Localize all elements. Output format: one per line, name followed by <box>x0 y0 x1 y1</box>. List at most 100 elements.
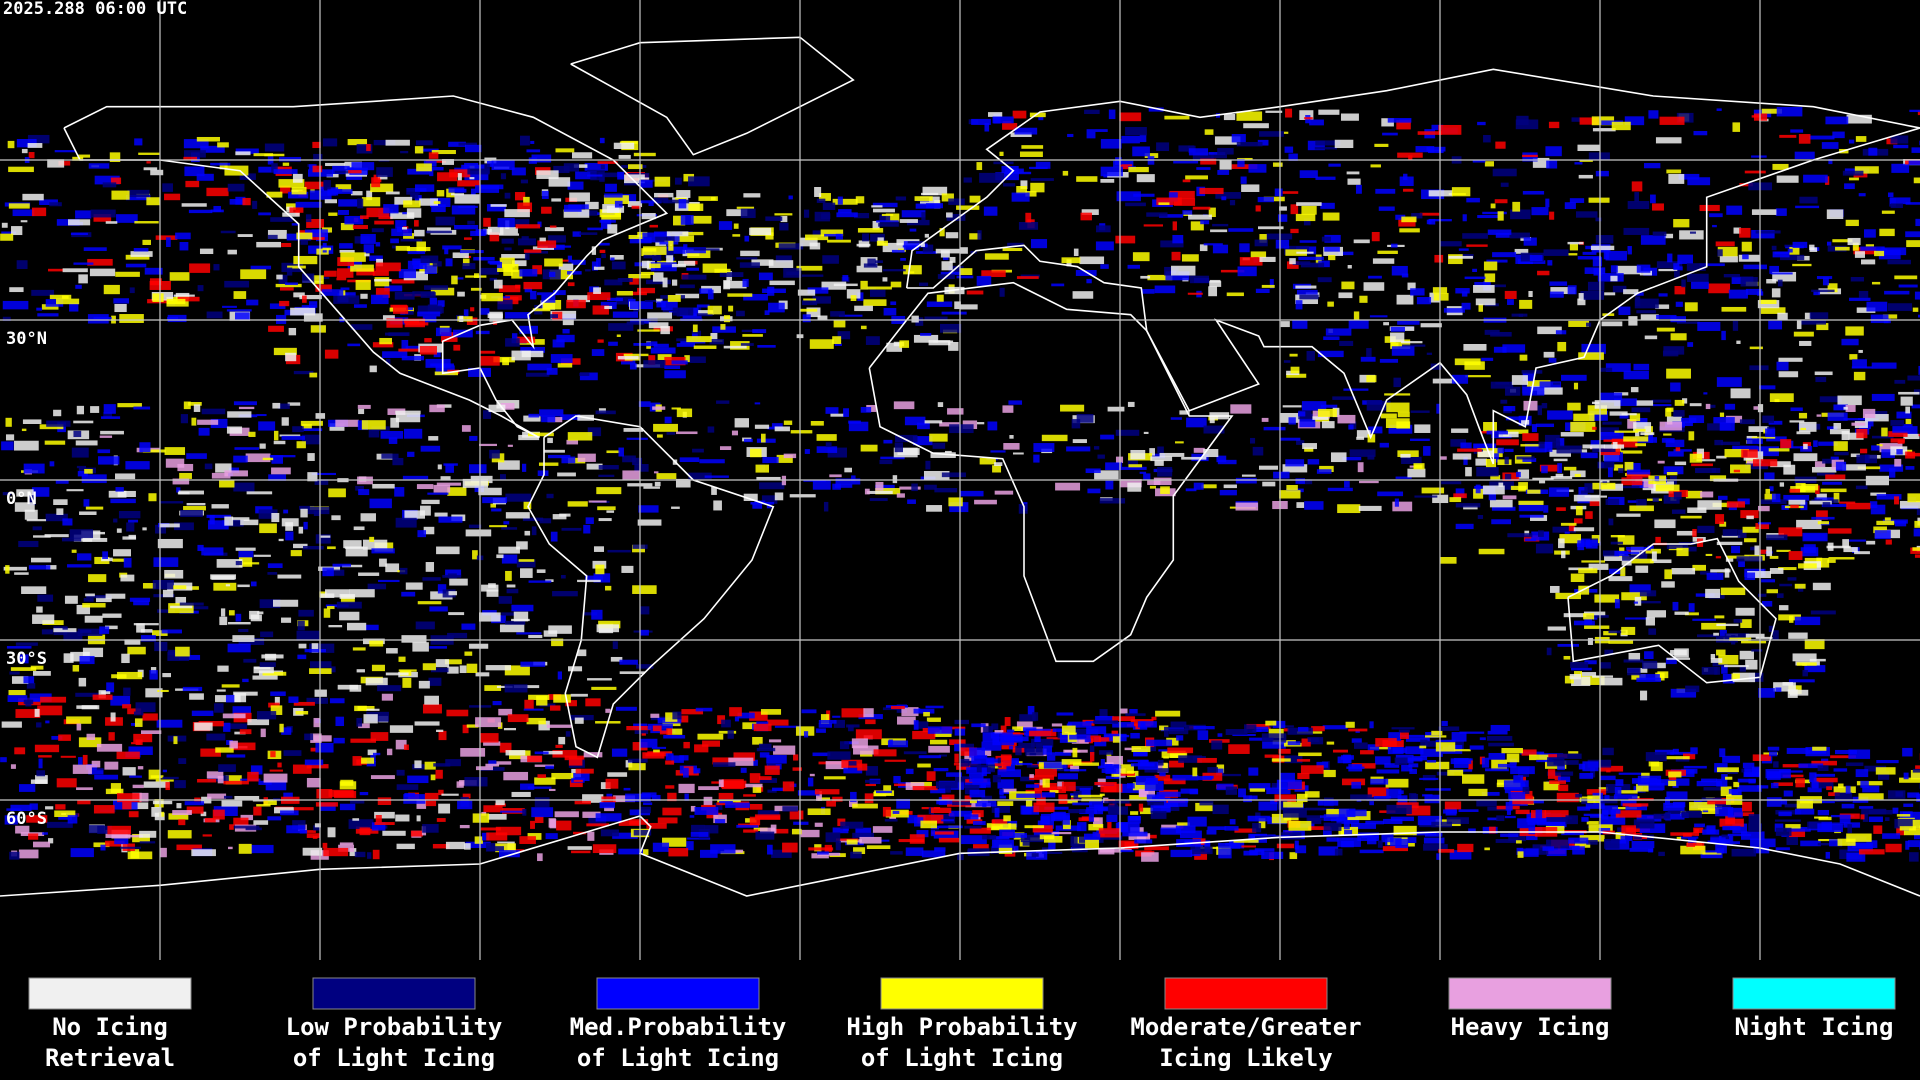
icing-patch <box>528 157 537 164</box>
icing-patch <box>271 163 278 173</box>
icing-patch <box>269 303 286 309</box>
icing-patch <box>138 152 160 155</box>
icing-patch <box>371 664 385 672</box>
icing-patch <box>839 741 850 750</box>
icing-patch <box>1403 173 1408 181</box>
icing-patch <box>1870 504 1886 515</box>
icing-patch <box>880 456 905 460</box>
icing-patch <box>1160 827 1181 835</box>
icing-patch <box>273 440 286 445</box>
icing-patch <box>807 808 831 816</box>
icing-patch <box>616 290 633 296</box>
icing-patch <box>164 447 186 455</box>
icing-patch <box>754 424 770 429</box>
icing-patch <box>250 765 263 775</box>
icing-patch <box>1038 116 1044 121</box>
icing-patch <box>328 625 343 628</box>
icing-patch <box>552 591 578 597</box>
icing-patch <box>1119 708 1128 714</box>
icing-patch <box>516 559 536 568</box>
icing-patch <box>225 694 235 703</box>
icing-patch <box>1391 265 1408 276</box>
icing-patch <box>306 764 329 769</box>
icing-patch <box>401 227 408 230</box>
icing-patch <box>1673 219 1690 228</box>
icing-patch <box>310 325 326 333</box>
icing-patch <box>856 265 883 273</box>
icing-patch <box>34 708 40 717</box>
icing-patch <box>919 282 929 287</box>
icing-patch <box>1199 244 1208 252</box>
icing-patch <box>1235 502 1259 511</box>
icing-patch <box>1652 203 1664 211</box>
icing-patch <box>140 629 153 633</box>
icing-patch <box>1589 500 1601 507</box>
icing-patch <box>1147 480 1161 485</box>
icing-patch <box>1086 735 1101 743</box>
icing-patch <box>87 258 113 266</box>
icing-patch <box>1139 471 1147 474</box>
icing-patch <box>479 308 490 315</box>
icing-patch <box>464 170 489 181</box>
icing-patch <box>348 170 362 174</box>
icing-patch <box>681 709 704 715</box>
icing-patch <box>665 760 675 765</box>
icing-patch <box>1320 404 1338 408</box>
icing-patch <box>673 215 686 226</box>
icing-patch <box>315 284 332 292</box>
icing-patch <box>247 771 259 782</box>
icing-patch <box>566 439 579 445</box>
icing-patch <box>406 208 422 218</box>
icing-patch <box>362 539 388 550</box>
icing-patch <box>28 495 36 506</box>
icing-patch <box>1212 244 1229 254</box>
icing-patch <box>1027 705 1035 716</box>
icing-patch <box>285 531 294 541</box>
icing-patch <box>956 275 974 279</box>
icing-patch <box>718 221 733 230</box>
icing-patch <box>759 776 772 780</box>
icing-patch <box>860 325 867 330</box>
icing-patch <box>523 281 543 290</box>
icing-patch <box>428 677 442 686</box>
icing-patch <box>1322 725 1348 730</box>
icing-patch <box>416 241 426 252</box>
icing-patch <box>86 595 112 599</box>
icing-patch <box>659 730 668 735</box>
icing-patch <box>744 235 750 242</box>
icing-patch <box>415 140 433 146</box>
icing-patch <box>764 310 770 316</box>
icing-patch <box>1475 484 1481 494</box>
icing-patch <box>643 802 653 806</box>
icing-patch <box>1556 507 1566 511</box>
icing-patch <box>330 189 353 194</box>
icing-patch <box>758 272 773 281</box>
icing-patch <box>949 502 969 513</box>
icing-patch <box>1277 214 1288 222</box>
icing-patch <box>1780 254 1805 261</box>
icing-patch <box>1543 351 1555 358</box>
icing-patch <box>142 713 158 721</box>
icing-patch <box>1298 256 1324 261</box>
icing-patch <box>887 740 909 748</box>
icing-patch <box>70 848 94 858</box>
icing-patch <box>1730 464 1751 474</box>
icing-patch <box>538 462 559 466</box>
icing-patch <box>628 273 651 279</box>
icing-patch <box>1567 285 1577 295</box>
icing-patch <box>827 751 851 760</box>
icing-patch <box>102 613 122 618</box>
icing-patch <box>854 305 873 312</box>
icing-patch <box>890 301 897 306</box>
icing-patch <box>433 484 451 493</box>
icing-patch <box>1131 746 1151 753</box>
icing-patch <box>587 678 612 681</box>
icing-patch <box>1393 377 1401 388</box>
icing-patch <box>1349 449 1376 457</box>
icing-patch <box>445 569 462 577</box>
icing-patch <box>1100 264 1109 269</box>
icing-patch <box>544 227 564 232</box>
icing-patch <box>53 499 68 505</box>
icing-patch <box>1813 777 1838 783</box>
icing-patch <box>709 339 724 345</box>
